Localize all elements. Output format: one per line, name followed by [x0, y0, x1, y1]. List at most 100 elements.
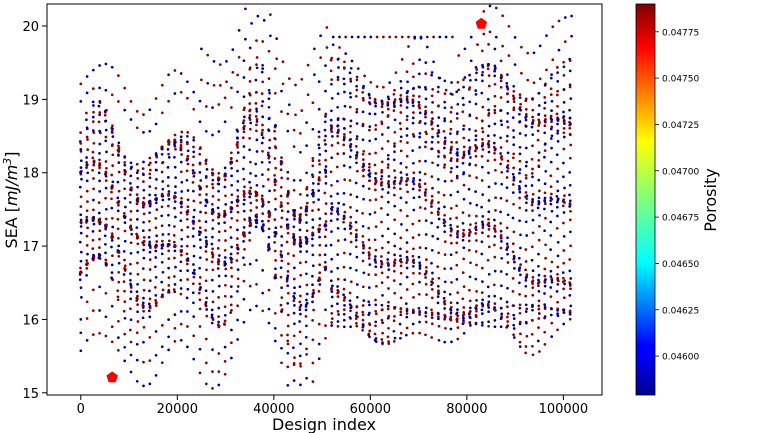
scatter-point: [531, 231, 535, 235]
scatter-point: [298, 300, 302, 304]
scatter-point: [292, 254, 296, 257]
scatter-point: [286, 129, 290, 133]
scatter-point: [311, 233, 315, 237]
scatter-point: [147, 302, 151, 306]
scatter-point: [480, 252, 484, 256]
scatter-point: [155, 208, 159, 211]
scatter-point: [85, 189, 89, 193]
scatter-point: [556, 197, 560, 201]
scatter-point: [455, 117, 459, 120]
scatter-point: [173, 283, 177, 286]
scatter-point: [117, 146, 121, 150]
scatter-point: [551, 58, 555, 62]
scatter-point: [116, 298, 120, 302]
scatter-point: [110, 245, 113, 249]
scatter-point: [129, 118, 133, 121]
scatter-point: [299, 383, 302, 387]
scatter-point: [331, 205, 334, 209]
scatter-point: [392, 329, 396, 333]
scatter-point: [256, 14, 260, 18]
scatter-point: [418, 320, 421, 324]
scatter-point: [494, 182, 497, 185]
scatter-point: [242, 256, 245, 260]
scatter-point: [205, 193, 208, 196]
scatter-point: [417, 255, 421, 259]
scatter-point: [211, 255, 215, 259]
scatter-point: [449, 318, 453, 321]
scatter-point: [85, 339, 89, 342]
scatter-point: [350, 35, 354, 39]
scatter-point: [318, 278, 322, 282]
scatter-point: [111, 164, 115, 167]
scatter-point: [449, 170, 453, 174]
scatter-point: [361, 259, 365, 263]
scatter-point: [318, 243, 322, 247]
scatter-point: [266, 178, 270, 181]
scatter-point: [468, 299, 472, 303]
scatter-point: [136, 303, 139, 306]
scatter-point: [505, 242, 509, 246]
scatter-point: [142, 239, 146, 243]
scatter-point: [562, 88, 566, 91]
scatter-point: [273, 145, 277, 148]
scatter-point: [242, 119, 246, 122]
scatter-point: [543, 182, 547, 186]
scatter-point: [550, 192, 553, 196]
scatter-point: [443, 92, 447, 95]
scatter-point: [463, 76, 467, 79]
scatter-point: [373, 332, 377, 336]
scatter-point: [173, 340, 177, 343]
scatter-point: [361, 251, 365, 255]
scatter-point: [423, 182, 427, 186]
scatter-point: [261, 219, 264, 223]
scatter-point: [556, 131, 559, 135]
scatter-point: [349, 306, 352, 310]
scatter-point: [255, 39, 258, 42]
scatter-point: [244, 37, 247, 41]
scatter-point: [235, 243, 239, 247]
scatter-point: [398, 182, 402, 185]
scatter-point: [261, 80, 265, 84]
scatter-point: [123, 264, 127, 268]
scatter-point: [524, 209, 528, 212]
scatter-point: [569, 97, 573, 100]
scatter-point: [450, 340, 453, 344]
scatter-point: [142, 278, 146, 282]
scatter-point: [324, 64, 327, 67]
scatter-point: [261, 40, 265, 43]
scatter-point: [286, 210, 290, 213]
scatter-point: [424, 320, 428, 324]
scatter-point: [142, 243, 146, 247]
scatter-point: [330, 324, 334, 327]
scatter-point: [443, 117, 447, 120]
scatter-point: [518, 345, 522, 348]
scatter-point: [374, 151, 377, 155]
scatter-point: [185, 178, 189, 182]
colorbar: [635, 3, 656, 396]
scatter-point: [336, 277, 340, 281]
scatter-point: [229, 311, 233, 314]
scatter-point: [104, 135, 108, 139]
scatter-point: [223, 173, 227, 177]
scatter-point: [436, 265, 440, 268]
scatter-point: [191, 169, 195, 172]
scatter-point: [273, 234, 277, 238]
scatter-point: [424, 87, 428, 91]
scatter-point: [462, 313, 466, 316]
scatter-point: [79, 220, 83, 224]
scatter-point: [386, 107, 390, 111]
scatter-point: [186, 131, 190, 134]
scatter-point: [198, 99, 202, 103]
scatter-point: [248, 224, 252, 228]
scatter-point: [418, 263, 422, 267]
scatter-point: [555, 290, 559, 293]
scatter-point: [311, 175, 315, 179]
scatter-point: [305, 207, 309, 210]
scatter-point: [236, 318, 239, 322]
scatter-point: [311, 380, 315, 383]
scatter-point: [399, 310, 403, 314]
scatter-point: [286, 324, 290, 328]
scatter-point: [110, 65, 114, 69]
scatter-point: [286, 339, 290, 343]
scatter-point: [104, 170, 108, 174]
